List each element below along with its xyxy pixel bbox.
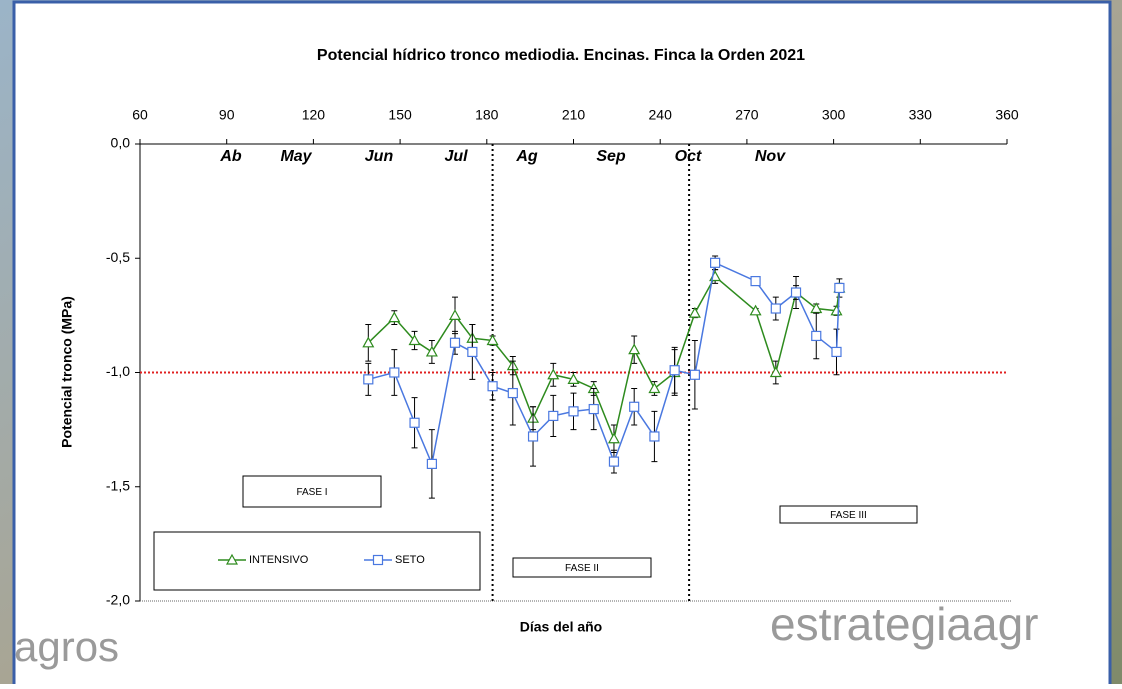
x-tick-label: 120 [302, 107, 326, 123]
marker [711, 258, 720, 267]
marker [670, 366, 679, 375]
x-tick-label: 90 [219, 107, 235, 123]
month-label: Sep [596, 148, 626, 165]
x-tick-label: 150 [388, 107, 412, 123]
legend-label: SETO [395, 554, 425, 566]
month-label: May [280, 148, 312, 165]
marker [451, 338, 460, 347]
x-axis-label: Días del año [520, 619, 602, 635]
x-tick-label: 60 [132, 107, 148, 123]
marker [410, 418, 419, 427]
x-tick-label: 300 [822, 107, 846, 123]
marker [650, 432, 659, 441]
marker [609, 457, 618, 466]
y-tick-label: -1,5 [106, 477, 130, 493]
marker [364, 375, 373, 384]
phase-label: FASE I [296, 487, 327, 498]
month-label: Ag [515, 148, 538, 165]
legend-box [154, 532, 480, 590]
x-tick-label: 180 [475, 107, 499, 123]
watermark: agros [14, 623, 119, 670]
month-label: Oct [675, 148, 702, 165]
marker [792, 288, 801, 297]
y-tick-label: 0,0 [111, 135, 131, 151]
chart: Potencial hídrico tronco mediodia. Encin… [0, 0, 1122, 684]
chart-title: Potencial hídrico tronco mediodia. Encin… [317, 47, 805, 64]
month-label: Nov [755, 148, 786, 165]
marker [771, 304, 780, 313]
marker [835, 283, 844, 292]
x-tick-label: 270 [735, 107, 759, 123]
y-tick-label: -1,0 [106, 363, 130, 379]
marker [569, 407, 578, 416]
marker [427, 459, 436, 468]
y-axis-label: Potencial tronco (MPa) [59, 296, 75, 448]
marker [690, 370, 699, 379]
marker [589, 405, 598, 414]
marker [832, 347, 841, 356]
marker [812, 331, 821, 340]
legend-label: INTENSIVO [249, 554, 309, 566]
marker [468, 347, 477, 356]
x-tick-label: 360 [995, 107, 1019, 123]
y-tick-label: -0,5 [106, 249, 130, 265]
marker [751, 277, 760, 286]
marker [630, 402, 639, 411]
y-tick-label: -2,0 [106, 592, 130, 608]
legend-marker [374, 556, 383, 565]
month-label: Jun [365, 148, 394, 165]
marker [529, 432, 538, 441]
x-tick-label: 210 [562, 107, 586, 123]
month-label: Ab [219, 148, 242, 165]
phase-label: FASE III [830, 510, 867, 521]
marker [488, 382, 497, 391]
marker [549, 411, 558, 420]
month-label: Jul [444, 148, 468, 165]
x-tick-label: 330 [909, 107, 933, 123]
watermark: estrategiaagr [770, 598, 1039, 650]
marker [390, 368, 399, 377]
marker [508, 389, 517, 398]
phase-label: FASE II [565, 563, 599, 574]
x-tick-label: 240 [649, 107, 673, 123]
